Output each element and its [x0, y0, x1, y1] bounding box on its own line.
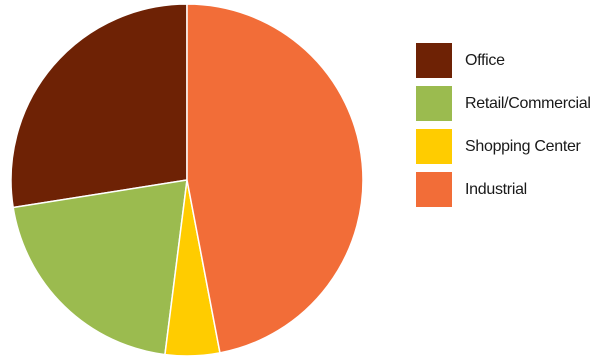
pie-slice-office [10, 3, 188, 209]
legend-label-industrial: Industrial [465, 180, 527, 198]
legend-swatch-office [416, 43, 452, 78]
legend-item-industrial: Industrial [416, 172, 591, 207]
pie-chart [10, 3, 364, 357]
legend-swatch-retail-commercial [416, 86, 452, 121]
legend-label-retail-commercial: Retail/Commercial [465, 94, 591, 112]
legend-label-office: Office [465, 51, 505, 69]
legend-item-retail-commercial: Retail/Commercial [416, 86, 591, 121]
legend-swatch-industrial [416, 172, 452, 207]
legend-item-office: Office [416, 43, 591, 78]
legend-item-shopping-center: Shopping Center [416, 129, 591, 164]
pie-slice-industrial [186, 3, 364, 354]
legend-label-shopping-center: Shopping Center [465, 137, 581, 155]
legend-swatch-shopping-center [416, 129, 452, 164]
pie-slice-retail-commercial [12, 179, 188, 356]
chart-legend: Office Retail/Commercial Shopping Center… [416, 43, 591, 215]
